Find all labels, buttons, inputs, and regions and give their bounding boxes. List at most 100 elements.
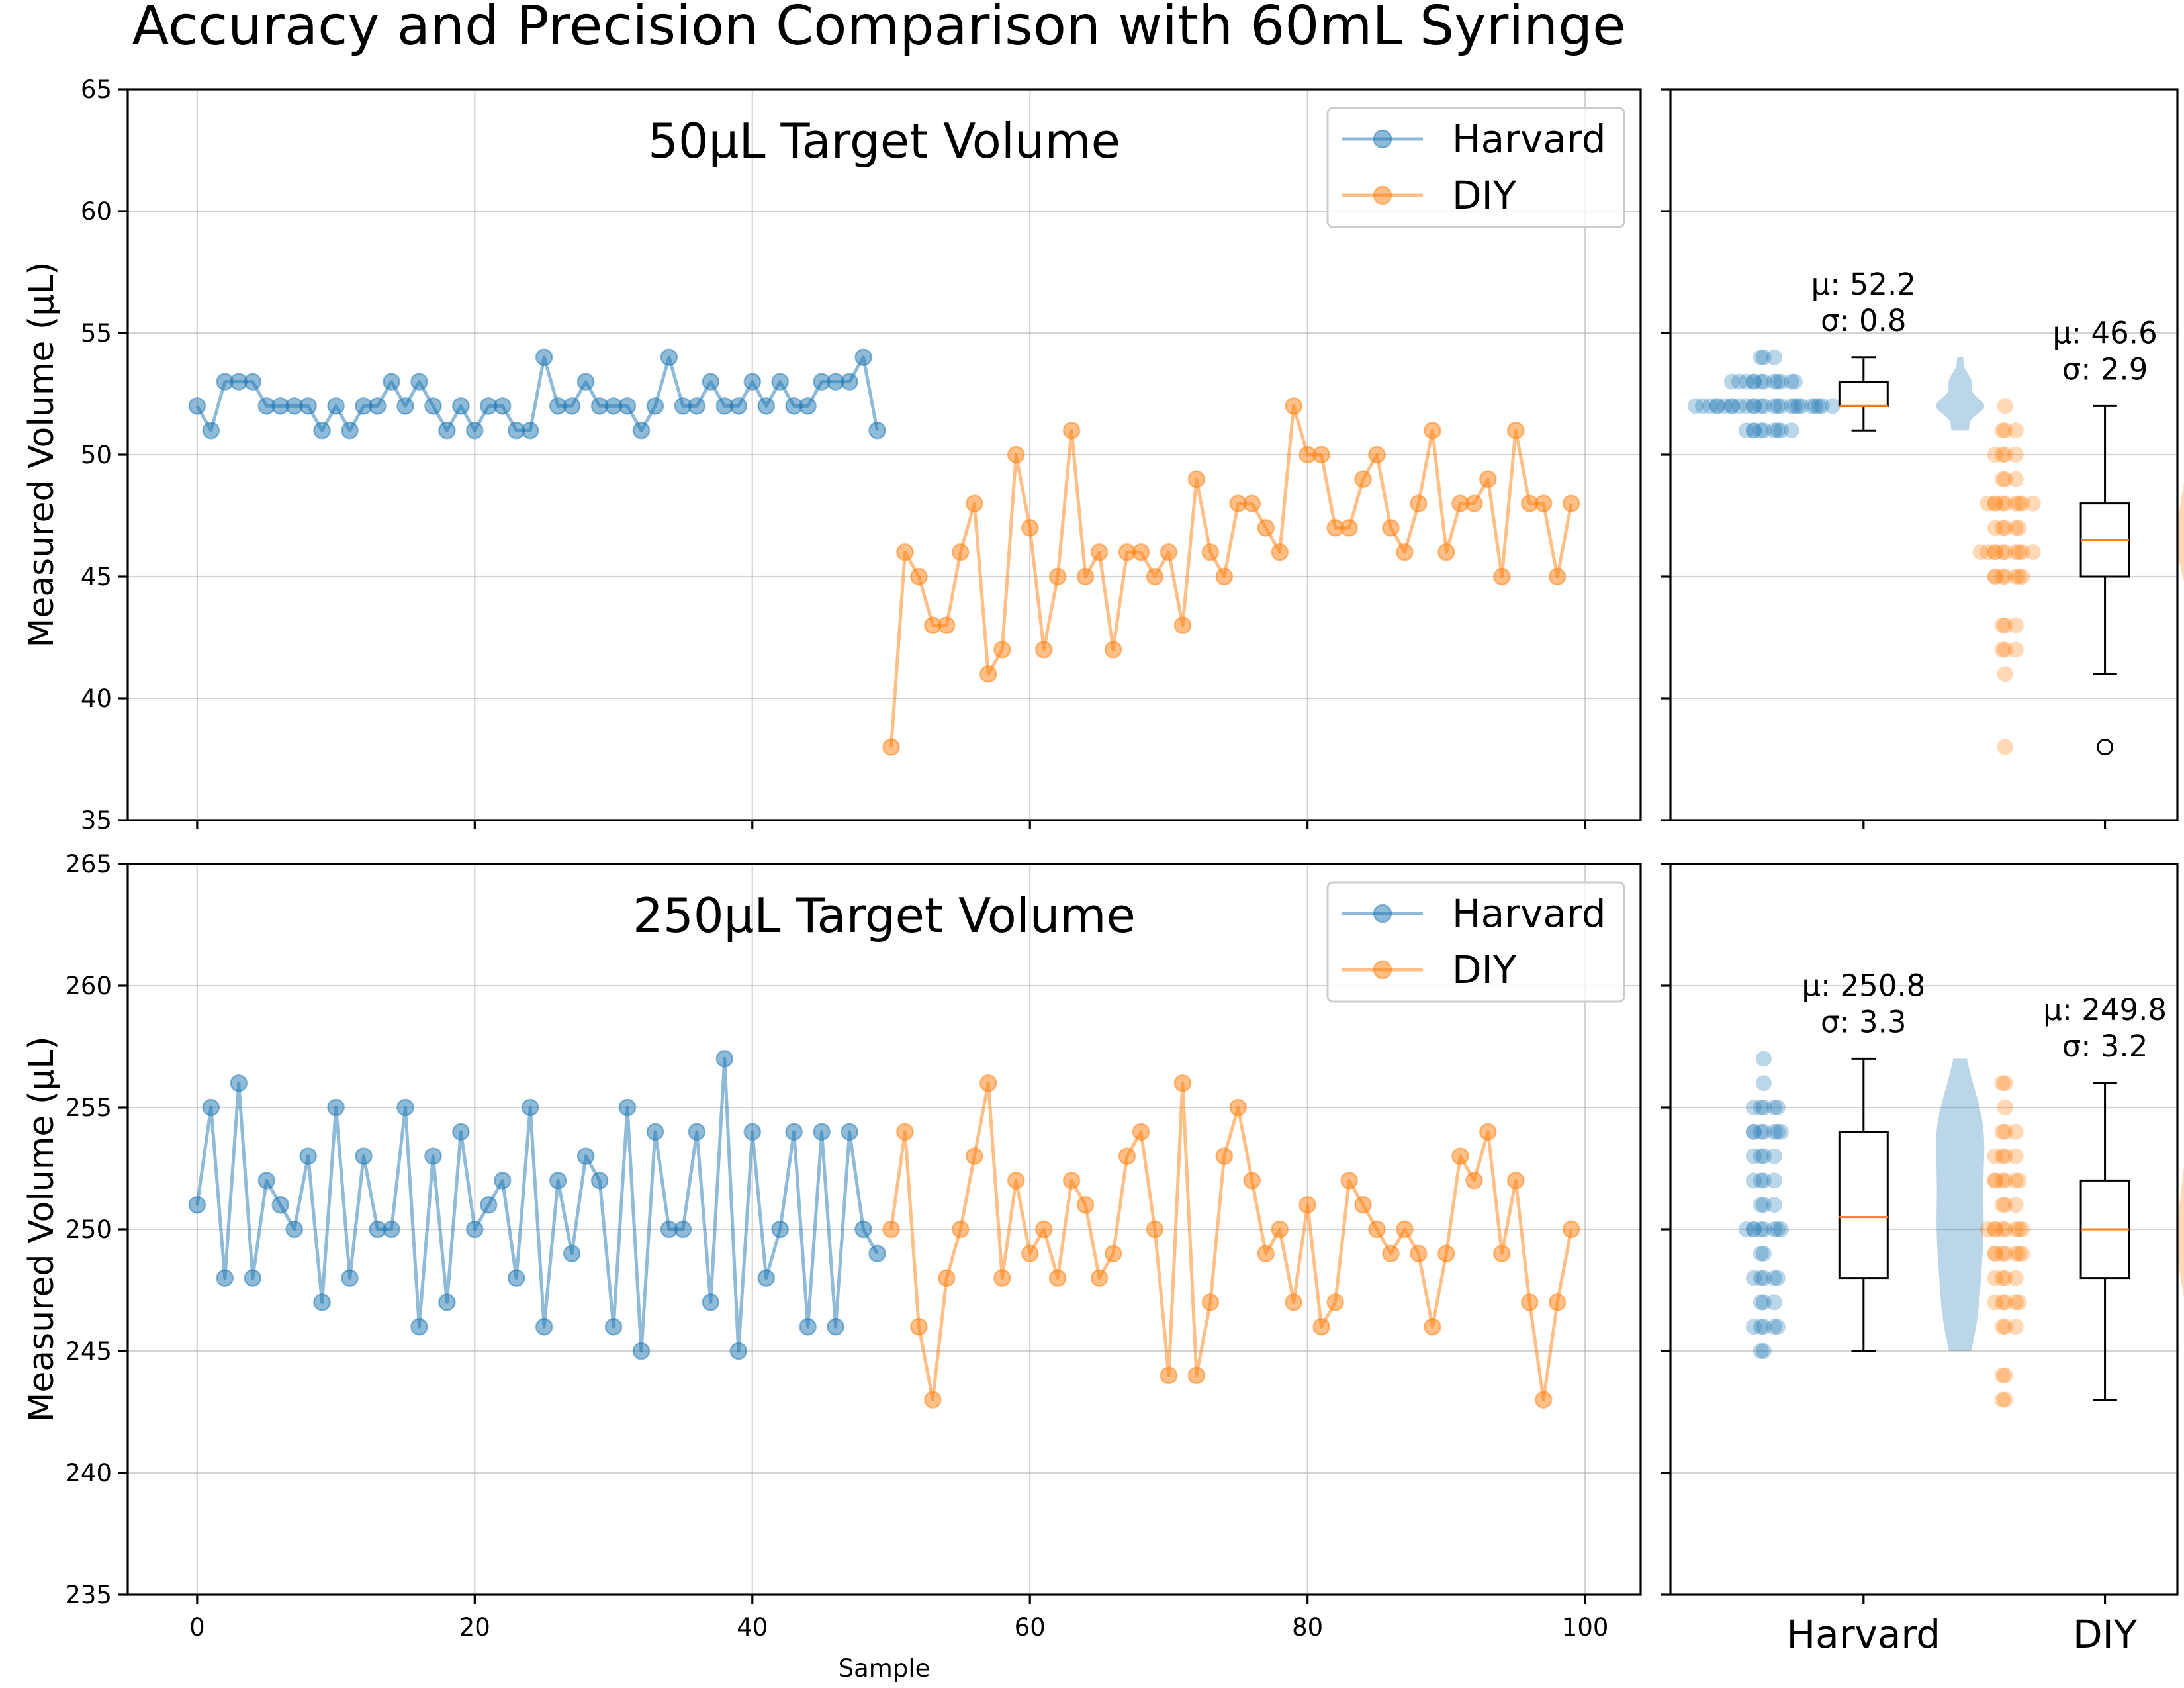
strip-point-diy (2025, 544, 2041, 561)
strip-point-diy (2007, 422, 2024, 439)
y-tick-label: 65 (81, 75, 112, 104)
strip-point-harvard (1769, 1319, 1786, 1335)
strip-point-diy (1979, 1221, 1996, 1237)
data-point-harvard (188, 397, 206, 415)
data-point-diy (993, 1269, 1011, 1287)
data-point-harvard (341, 421, 359, 440)
strip-point-diy (1994, 1148, 2011, 1164)
strip-point-harvard (1752, 1172, 1769, 1189)
legend-label-diy: DIY (1452, 173, 1517, 218)
strip-point-diy (2007, 520, 2024, 536)
data-point-harvard (285, 1220, 303, 1239)
strip-point-diy (1972, 544, 1989, 561)
y-tick-label: 55 (81, 319, 112, 348)
strip-point-harvard (1745, 1221, 1762, 1237)
data-point-diy (1118, 1147, 1136, 1165)
strip-point-harvard (1745, 1270, 1762, 1286)
data-point-diy (1076, 1196, 1095, 1214)
data-point-diy (1104, 641, 1122, 659)
strip-point-harvard (1755, 398, 1772, 414)
data-point-diy (1132, 543, 1150, 561)
strip-point-diy (1987, 1172, 2003, 1189)
strip-point-diy (1987, 569, 2003, 585)
strip-point-diy (1987, 1221, 2003, 1237)
data-point-harvard (424, 397, 442, 415)
strip-point-diy (1994, 1367, 2011, 1383)
y-tick-label: 245 (65, 1337, 112, 1366)
strip-point-harvard (1755, 422, 1772, 439)
strip-point-diy (2014, 1221, 2030, 1237)
data-point-diy (1382, 519, 1400, 537)
strip-point-harvard (1755, 349, 1772, 365)
strip-point-harvard (1738, 373, 1754, 390)
strip-point-harvard (1755, 1343, 1772, 1359)
violin-diy (2177, 483, 2184, 582)
data-point-diy (1173, 1074, 1192, 1092)
strip-point-harvard (1752, 1270, 1769, 1286)
strip-point-diy (1997, 666, 2013, 682)
data-point-harvard (618, 1098, 637, 1117)
data-point-diy (952, 1220, 970, 1239)
strip-point-diy (1997, 1294, 2013, 1311)
data-point-diy (966, 1147, 983, 1165)
strip-point-harvard (1783, 373, 1799, 390)
line-panel-2: 235 240 245 250 255 260 265 0 20 40 60 80 100 Measure… (22, 850, 1642, 1683)
legend-label-harvard: Harvard (1452, 117, 1606, 162)
strip-point-harvard (1769, 422, 1786, 439)
strip-point-harvard (1752, 1319, 1769, 1335)
strip-point-diy (1994, 1245, 2011, 1262)
data-point-diy (1201, 1293, 1220, 1311)
data-point-diy (1493, 567, 1511, 586)
data-point-diy (1215, 1147, 1234, 1165)
strip-point-harvard (1752, 1100, 1769, 1115)
strip-point-diy (1994, 544, 2011, 561)
data-point-harvard (410, 373, 428, 391)
data-point-diy (924, 1391, 942, 1409)
data-point-harvard (576, 373, 595, 391)
data-point-diy (1160, 1366, 1178, 1385)
data-point-diy (1520, 1293, 1539, 1311)
data-point-harvard (799, 1317, 817, 1336)
data-point-harvard (438, 1293, 456, 1311)
series-line-harvard (195, 1056, 879, 1353)
x-tick-label: 40 (737, 1613, 768, 1642)
y-tick-label: 260 (65, 972, 112, 1000)
strip-point-harvard (1716, 398, 1733, 414)
data-point-harvard (396, 1098, 414, 1117)
strip-point-diy (1997, 1172, 2013, 1189)
data-point-harvard (466, 1220, 484, 1239)
strip-point-diy (1997, 1221, 2013, 1237)
strip-point-harvard (1745, 1123, 1762, 1140)
strip-point-diy (2011, 520, 2027, 536)
data-point-harvard (383, 1220, 400, 1239)
data-point-harvard (313, 1293, 331, 1311)
data-point-diy (1396, 1220, 1414, 1239)
strip-point-diy (1997, 544, 2013, 561)
strip-point-harvard (1723, 373, 1740, 390)
strip-point-harvard (1755, 1172, 1772, 1189)
x-tick-label: 80 (1292, 1613, 1323, 1642)
std-annotation: σ: 2.9 (2062, 352, 2148, 387)
category-label: Harvard (1787, 1612, 1941, 1657)
strip-point-harvard (1752, 422, 1769, 439)
data-point-diy (910, 1317, 928, 1336)
strip-point-diy (2007, 641, 2024, 658)
data-point-diy (882, 1220, 900, 1239)
strip-point-diy (2007, 1197, 2024, 1213)
strip-point-diy (1994, 422, 2011, 439)
y-tick-label: 40 (81, 684, 112, 713)
strip-point-harvard (1702, 398, 1718, 414)
violin-diy (2177, 1167, 2184, 1297)
strip-point-harvard (1752, 1197, 1769, 1213)
data-point-harvard (729, 1342, 748, 1360)
strip-point-harvard (1752, 349, 1769, 365)
data-point-harvard (535, 348, 553, 367)
data-point-harvard (313, 421, 331, 440)
data-point-harvard (355, 1147, 373, 1165)
strip-point-harvard (1769, 1123, 1786, 1140)
std-annotation: σ: 3.2 (2062, 1029, 2148, 1064)
data-point-harvard (244, 373, 262, 391)
data-point-harvard (702, 1293, 720, 1311)
data-point-harvard (646, 397, 664, 415)
data-point-diy (1132, 1123, 1150, 1141)
